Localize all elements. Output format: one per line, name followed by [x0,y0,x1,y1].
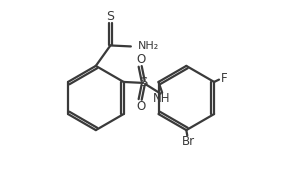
Text: O: O [137,100,146,113]
Text: NH₂: NH₂ [138,41,159,51]
Text: S: S [139,76,147,89]
Text: O: O [137,53,146,66]
Text: Br: Br [182,135,195,148]
Text: NH: NH [152,92,170,105]
Text: F: F [221,72,228,85]
Text: S: S [106,10,115,23]
